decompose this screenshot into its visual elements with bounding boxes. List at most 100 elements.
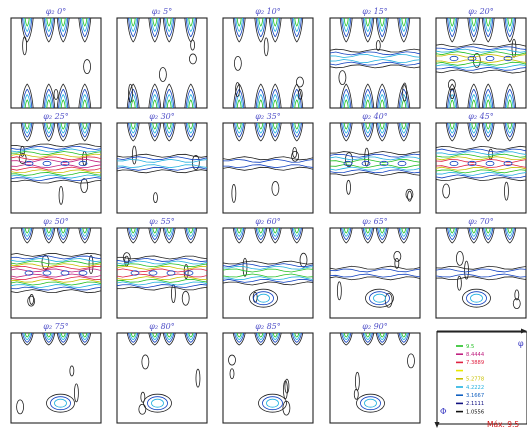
edge-peak-contour xyxy=(24,228,30,234)
fiber-band-contour xyxy=(11,166,101,171)
panel-frame xyxy=(329,332,421,424)
edge-peak-contour xyxy=(152,18,158,27)
band-peak-contour xyxy=(503,160,513,167)
band-peak-contour xyxy=(60,160,70,167)
fiber-band-contour xyxy=(330,156,420,161)
band-peak-contour xyxy=(130,270,140,276)
legend-entry: 9.5 xyxy=(456,344,474,350)
edge-peak-contour xyxy=(166,18,172,27)
edge-peak-contour xyxy=(364,18,372,32)
edge-peak-contour xyxy=(343,333,349,338)
fiber-band-contour xyxy=(11,258,101,262)
phi-axis-arrow-icon xyxy=(521,328,527,334)
edge-peak-contour xyxy=(447,88,458,108)
edge-peak-contour xyxy=(506,18,514,32)
fiber-band-contour xyxy=(11,143,101,148)
edge-peak-contour xyxy=(60,228,66,234)
edge-peak-contour xyxy=(378,333,386,341)
band-peak-contour xyxy=(397,160,407,167)
edge-peak-contour xyxy=(128,123,139,138)
edge-peak-contour xyxy=(187,333,195,341)
edge-peak-contour xyxy=(184,228,198,244)
lower-blob-contour xyxy=(364,398,377,408)
lower-blob-contour xyxy=(266,398,279,408)
edge-peak-contour xyxy=(185,18,196,38)
fiber-band-contour xyxy=(117,258,207,262)
odf-panel: φ₂ 30° xyxy=(116,112,208,214)
edge-peak-contour xyxy=(46,18,52,27)
lower-blob-contour xyxy=(249,288,278,308)
edge-peak-contour xyxy=(341,333,352,343)
panel-contours xyxy=(11,228,101,307)
edge-peak-contour xyxy=(341,228,352,241)
minor-contour xyxy=(189,53,197,65)
edge-peak-contour xyxy=(46,333,52,338)
edge-peak-contour xyxy=(362,123,373,138)
minor-contour xyxy=(407,190,412,202)
edge-peak-contour xyxy=(362,228,373,241)
edge-peak-contour xyxy=(24,99,30,108)
edge-peak-contour xyxy=(378,228,386,237)
minor-contour xyxy=(69,365,75,377)
minor-contour xyxy=(336,281,342,301)
panel-title: φ₂ 65° xyxy=(362,217,388,226)
odf-panel: φ₂ 45° xyxy=(435,112,527,214)
band-peak-contour xyxy=(148,270,158,276)
edge-peak-contour xyxy=(255,123,266,138)
edge-peak-contour xyxy=(343,18,349,27)
fiber-band-contour xyxy=(223,268,313,273)
fiber-band-contour xyxy=(117,263,207,268)
fiber-band-contour xyxy=(117,284,207,288)
edge-peak-contour xyxy=(254,333,268,346)
edge-peak-contour xyxy=(291,228,302,241)
edge-peak-contour xyxy=(290,18,304,43)
minor-contour xyxy=(512,298,521,310)
edge-peak-contour xyxy=(149,18,160,38)
edge-peak-contour xyxy=(483,228,494,241)
minor-contour xyxy=(58,185,64,205)
fiber-band-contour xyxy=(436,51,526,56)
edge-peak-contour xyxy=(364,123,372,134)
edge-peak-contour xyxy=(232,333,246,346)
edge-peak-contour xyxy=(22,333,33,343)
fiber-band-contour xyxy=(223,260,313,265)
odf-panel: φ₂ 5° xyxy=(116,7,208,109)
edge-peak-contour xyxy=(294,99,300,108)
fiber-band-contour xyxy=(330,276,420,281)
edge-peak-contour xyxy=(255,228,266,241)
fiber-band-contour xyxy=(11,164,101,169)
edge-peak-contour xyxy=(268,83,282,108)
minor-contour xyxy=(228,354,236,366)
edge-peak-contour xyxy=(271,123,279,134)
edge-peak-contour xyxy=(270,88,281,108)
edge-peak-contour xyxy=(341,18,352,38)
edge-peak-contour xyxy=(129,228,137,237)
edge-peak-contour xyxy=(445,83,459,108)
edge-peak-contour xyxy=(81,333,89,341)
edge-peak-contour xyxy=(126,333,140,346)
edge-peak-contour xyxy=(43,228,54,241)
panel-frame xyxy=(329,227,421,319)
fiber-band-contour xyxy=(436,273,526,278)
panel-contours xyxy=(436,123,526,201)
edge-peak-contour xyxy=(166,333,172,338)
odf-panel: φ₂ 50° xyxy=(10,217,102,319)
panel-title: φ₂ 15° xyxy=(362,7,388,16)
fiber-band-contour xyxy=(436,166,526,171)
minor-contour xyxy=(128,83,133,103)
edge-peak-contour xyxy=(235,333,243,341)
edge-peak-contour xyxy=(23,228,31,237)
odf-panel-grid: φ₂ 0° φ₂ 5° φ₂ 10° φ₂ 15° φ₂ 20° φ₂ 25° φ₂ 30°… xyxy=(10,7,527,424)
edge-peak-contour xyxy=(235,228,243,237)
odf-panel: φ₂ 20° xyxy=(435,7,527,109)
edge-peak-contour xyxy=(43,88,54,108)
edge-peak-contour xyxy=(342,333,350,341)
fiber-band-contour xyxy=(223,276,313,281)
fiber-band-contour xyxy=(11,169,101,174)
edge-peak-contour xyxy=(81,228,89,237)
fiber-band-contour xyxy=(436,164,526,169)
lower-blob-contour xyxy=(257,293,270,303)
edge-peak-contour xyxy=(20,18,34,43)
edge-peak-contour xyxy=(375,228,389,244)
edge-peak-contour xyxy=(232,228,246,244)
